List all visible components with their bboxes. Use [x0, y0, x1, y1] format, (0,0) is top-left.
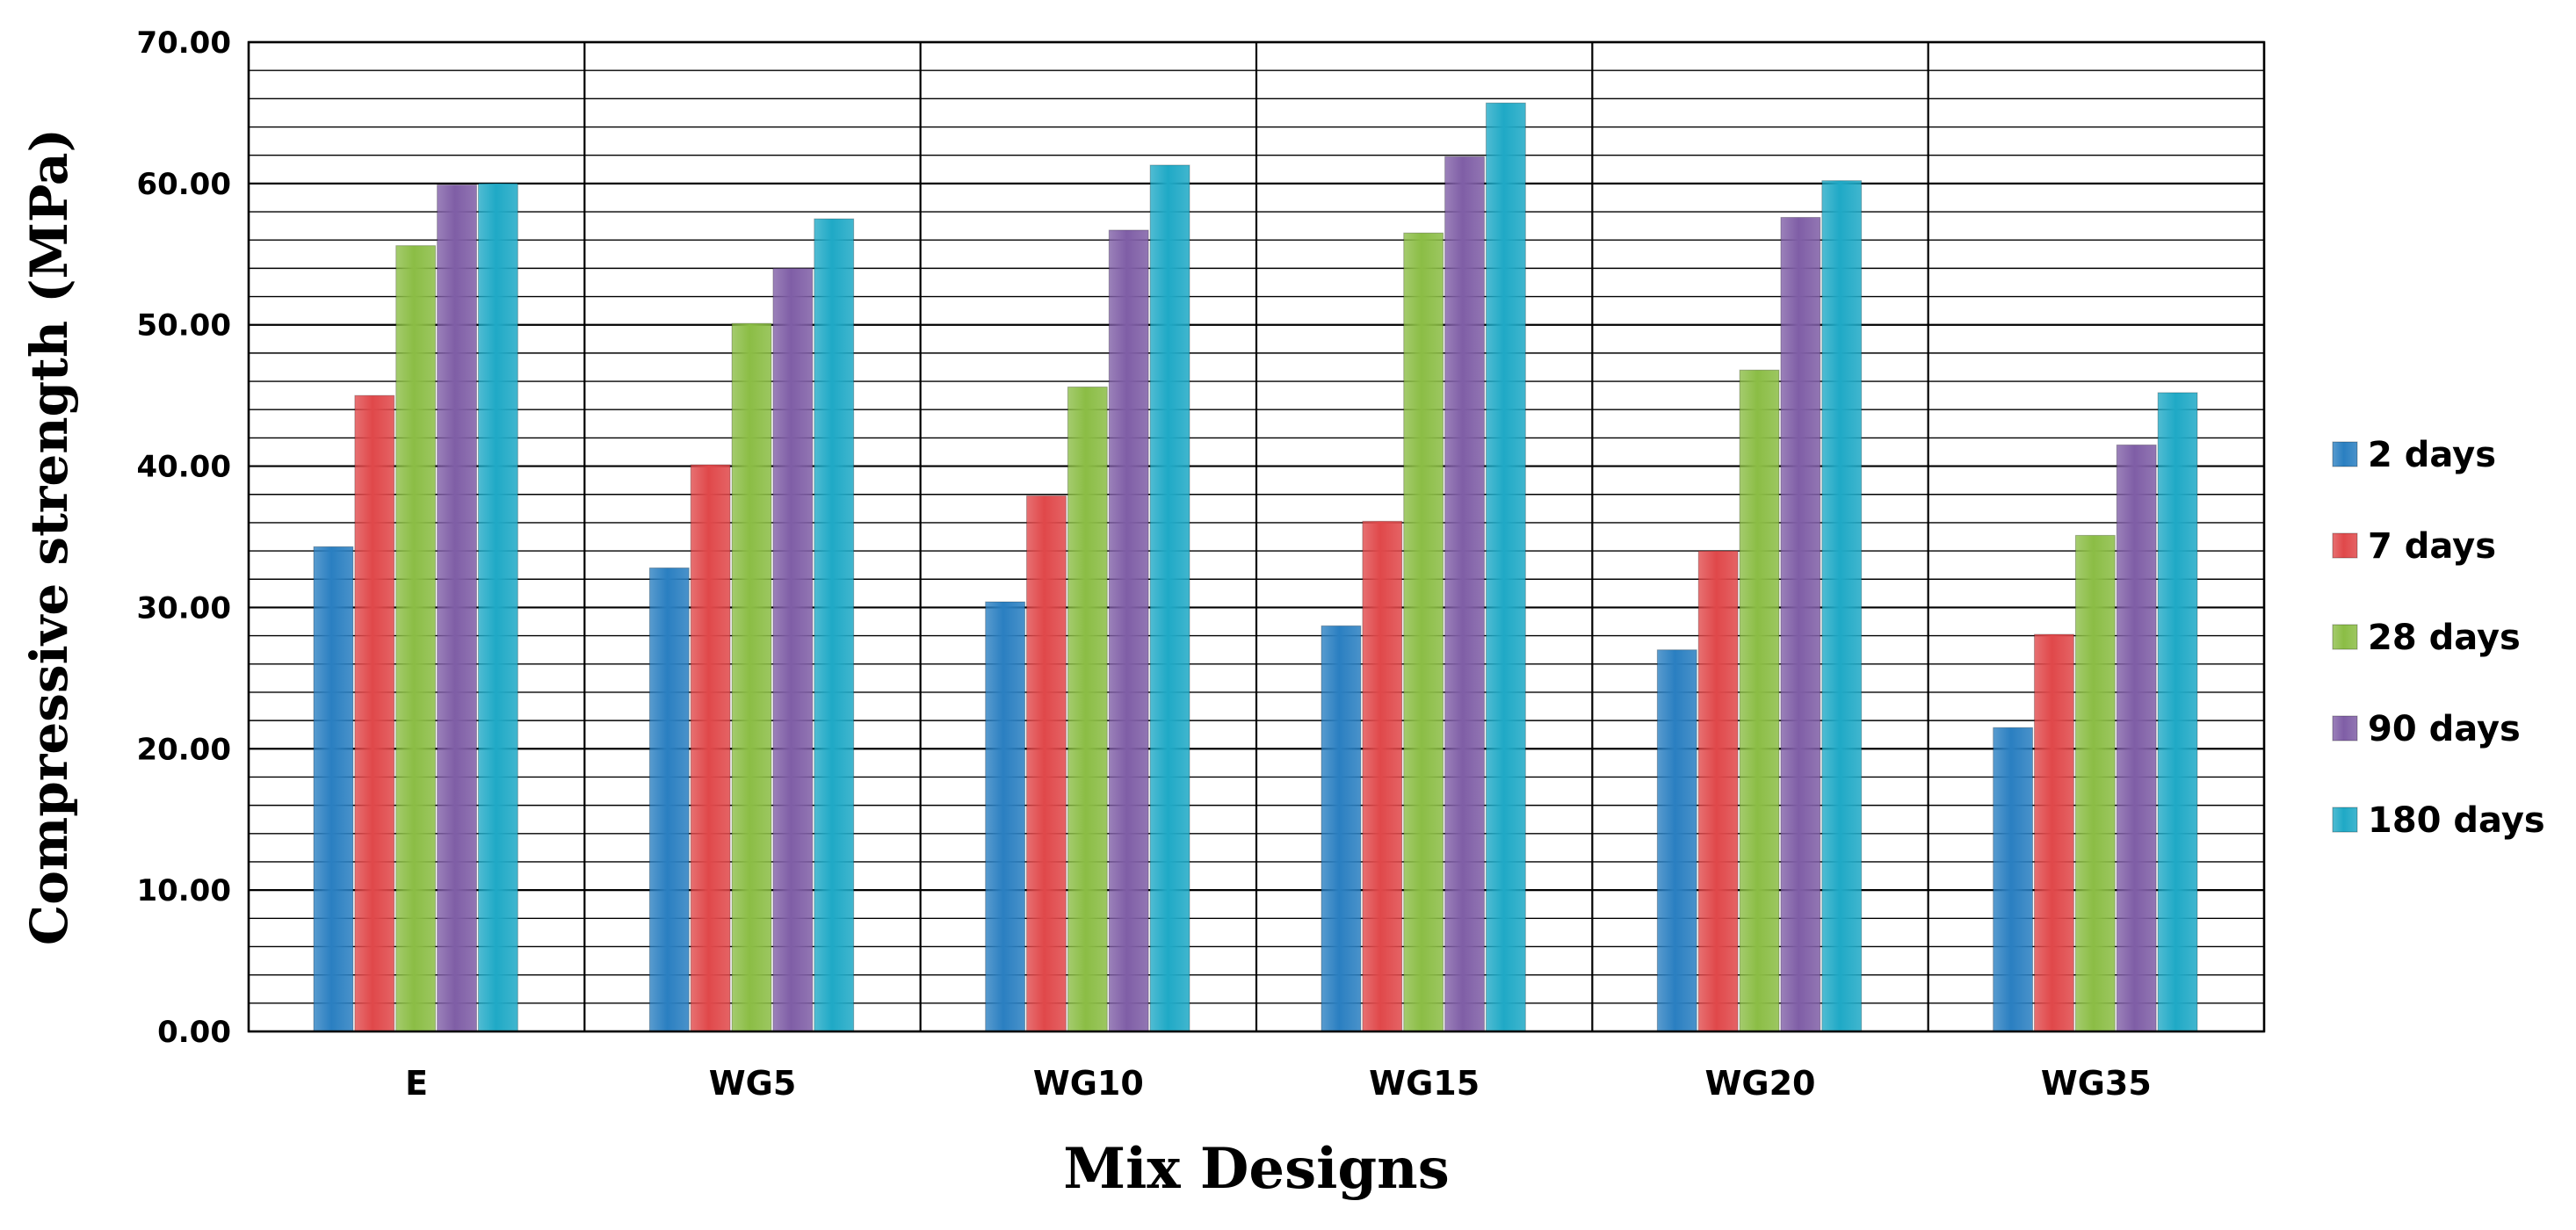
legend-label: 28 days: [2368, 618, 2521, 658]
bar-wg10-2-days: [985, 601, 1026, 1032]
legend: 2 days 7 days 28 days 90 days 180 days: [2332, 435, 2545, 841]
bar-wg20-2-days: [1656, 649, 1697, 1032]
bar-wg10-90-days: [1108, 229, 1149, 1032]
legend-label: 2 days: [2368, 435, 2496, 475]
bar-wg20-28-days: [1739, 369, 1780, 1032]
bar-e-180-days: [477, 183, 518, 1032]
legend-label: 90 days: [2368, 709, 2521, 749]
legend-label: 180 days: [2368, 800, 2545, 841]
y-tick-label: 70.00: [136, 25, 231, 61]
legend-label: 7 days: [2368, 526, 2496, 567]
y-axis-title: Compressive strength (MPa): [19, 128, 79, 945]
bars: [313, 102, 2198, 1032]
x-tick-label: WG15: [1369, 1064, 1480, 1103]
bar-e-28-days: [395, 245, 437, 1032]
bar-wg20-180-days: [1821, 180, 1863, 1032]
bar-e-90-days: [437, 184, 477, 1032]
bar-wg5-7-days: [690, 464, 731, 1032]
axes: E WG5 WG10 WG15 WG20 WG35 0.00 10.00 20.00 30.00 4…: [136, 25, 2266, 1103]
y-tick-label: 20.00: [136, 732, 231, 767]
y-tick-label: 40.00: [136, 450, 231, 485]
bar-wg5-2-days: [648, 567, 690, 1032]
legend-swatch: [2332, 715, 2358, 742]
bar-wg35-2-days: [1993, 727, 2034, 1032]
bar-wg10-180-days: [1149, 164, 1190, 1032]
bar-wg10-7-days: [1026, 495, 1067, 1032]
x-tick-label: WG20: [1705, 1064, 1816, 1103]
x-tick-label: WG35: [2041, 1064, 2152, 1103]
bar-wg5-28-days: [731, 322, 772, 1032]
legend-swatch: [2332, 441, 2358, 467]
bar-wg35-7-days: [2034, 633, 2074, 1032]
bar-wg15-2-days: [1321, 625, 1362, 1032]
plot-frame: [247, 40, 2266, 1033]
bar-wg15-90-days: [1444, 156, 1485, 1032]
bar-wg35-90-days: [2116, 444, 2157, 1032]
bar-wg35-180-days: [2157, 392, 2198, 1032]
legend-swatch: [2332, 624, 2358, 650]
bar-wg20-90-days: [1780, 216, 1821, 1032]
y-tick-label: 60.00: [136, 167, 231, 202]
bar-wg5-90-days: [772, 267, 814, 1032]
bar-wg5-180-days: [814, 218, 855, 1032]
y-tick-label: 0.00: [157, 1015, 231, 1050]
legend-swatch: [2332, 807, 2358, 833]
y-tick-label: 10.00: [136, 873, 231, 908]
y-tick-label: 50.00: [136, 308, 231, 344]
x-tick-label: E: [405, 1064, 428, 1103]
bar-wg10-28-days: [1067, 386, 1108, 1032]
bar-wg20-7-days: [1697, 550, 1739, 1032]
x-axis-title: Mix Designs: [1063, 1136, 1449, 1202]
bar-e-7-days: [354, 394, 395, 1032]
bar-wg35-28-days: [2074, 534, 2116, 1032]
bar-wg15-28-days: [1403, 232, 1444, 1032]
bar-wg15-7-days: [1362, 520, 1403, 1032]
y-tick-label: 30.00: [136, 590, 231, 626]
x-tick-label: WG10: [1033, 1064, 1144, 1103]
bar-wg15-180-days: [1485, 102, 1526, 1032]
legend-swatch: [2332, 532, 2358, 559]
grid: [247, 40, 2266, 1033]
bar-e-2-days: [313, 546, 354, 1032]
x-tick-label: WG5: [709, 1064, 797, 1103]
